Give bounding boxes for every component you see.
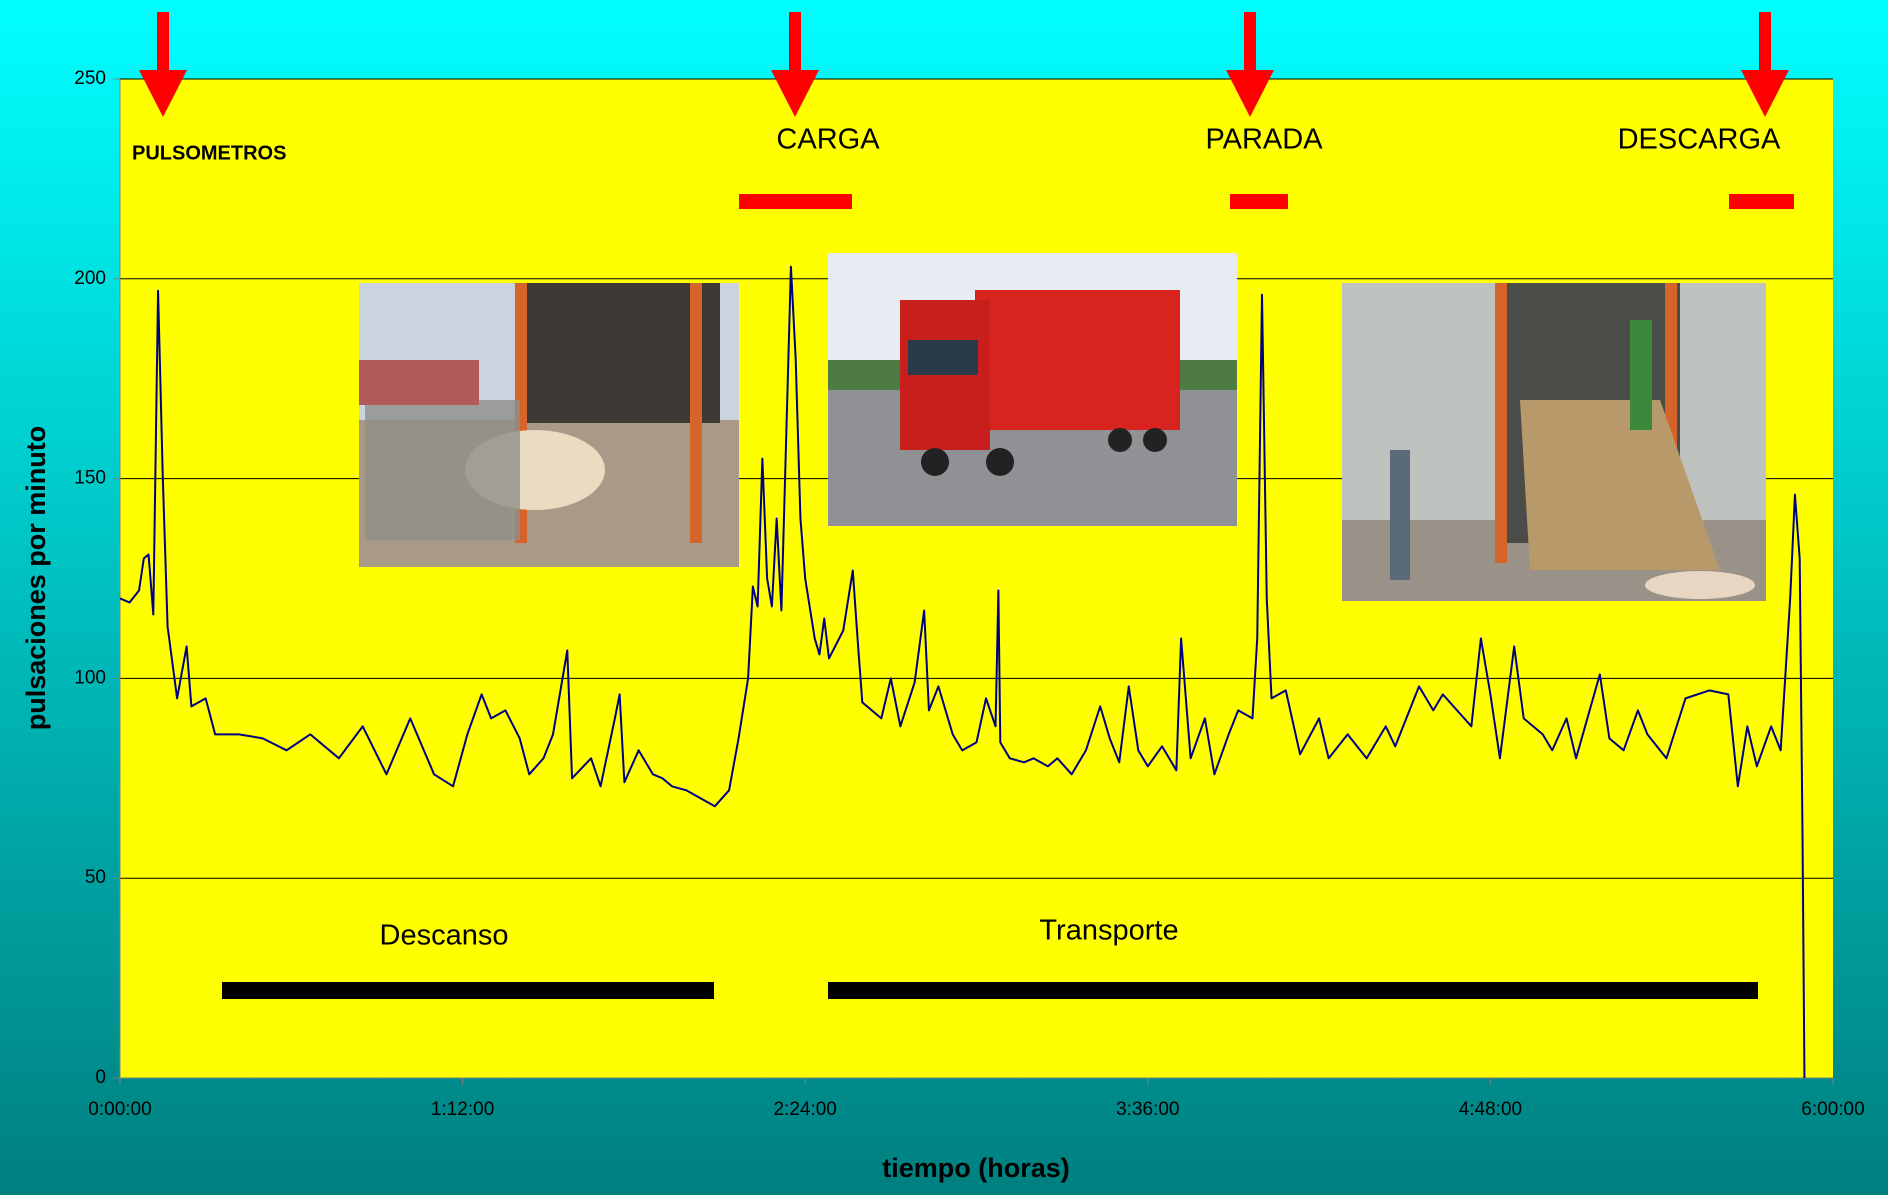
y-tick-label: 150 — [74, 468, 106, 489]
y-axis-title: pulsaciones por minuto — [21, 426, 51, 731]
x-tick-label: 1:12:00 — [431, 1099, 494, 1120]
photo-loading — [359, 283, 739, 567]
photo-truck — [828, 253, 1237, 526]
phase-bars — [222, 982, 1758, 999]
x-tick-label: 3:36:00 — [1116, 1099, 1179, 1120]
photo-unloading — [1342, 283, 1766, 601]
x-axis-title: tiempo (horas) — [882, 1153, 1070, 1183]
data-line — [119, 265, 1806, 1079]
event-arrows — [139, 12, 1789, 117]
y-tick-label: 50 — [85, 867, 106, 888]
annotation: DESCARGA — [1618, 124, 1781, 156]
y-tick-label: 100 — [74, 667, 106, 688]
x-tick-label: 0:00:00 — [88, 1099, 151, 1120]
annotation: PARADA — [1205, 124, 1323, 156]
y-tick-label: 250 — [74, 68, 106, 89]
x-tick-label: 6:00:00 — [1801, 1099, 1864, 1120]
annotation: CARGA — [776, 124, 880, 156]
annotation: Transporte — [1039, 915, 1178, 947]
y-tick-label: 0 — [95, 1067, 106, 1088]
event-bars — [739, 194, 1794, 209]
annotation: PULSOMETROS — [132, 142, 286, 164]
x-tick-label: 2:24:00 — [773, 1099, 836, 1120]
x-tick-label: 4:48:00 — [1459, 1099, 1522, 1120]
y-tick-label: 200 — [74, 268, 106, 289]
annotation: Descanso — [380, 920, 509, 952]
